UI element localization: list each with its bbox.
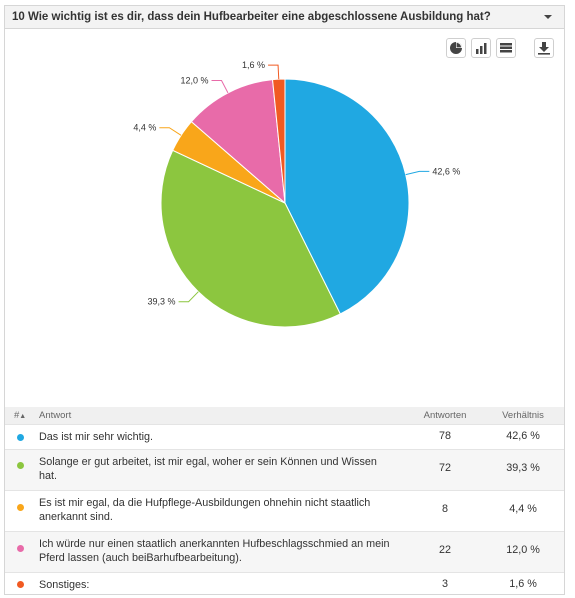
pie-slice[interactable] xyxy=(160,149,341,328)
answer-ratio: 1,6 % xyxy=(509,578,537,590)
pie-slice[interactable] xyxy=(271,78,286,204)
label-connector xyxy=(159,127,182,136)
answer-ratio: 39,3 % xyxy=(506,462,540,474)
legend-dot xyxy=(17,581,24,588)
answer-text: Es ist mir egal, da die Hufpflege-Ausbil… xyxy=(39,497,371,523)
table-icon[interactable] xyxy=(496,38,516,58)
slice-label: 39,3 % xyxy=(148,297,176,307)
table-row: Das ist mir sehr wichtig. 78 42,6 % xyxy=(5,424,564,449)
table-row: Ich würde nur einen staatlich anerkannte… xyxy=(5,531,564,572)
answer-count: 3 xyxy=(441,578,448,590)
header-num[interactable]: #▲ xyxy=(14,410,27,421)
slice-label: 1,6 % xyxy=(242,60,265,70)
pie-chart: 42,6 % 39,3 % 4,4 % 12,0 % 1,6 % xyxy=(133,60,460,328)
answer-text: Das ist mir sehr wichtig. xyxy=(39,431,153,443)
answer-ratio: 4,4 % xyxy=(509,503,537,515)
bar-chart-icon[interactable] xyxy=(471,38,491,58)
answer-count: 22 xyxy=(438,544,451,556)
pie-slice[interactable] xyxy=(284,78,410,315)
pie-chart-area: 42,6 % 39,3 % 4,4 % 12,0 % 1,6 % xyxy=(5,30,564,400)
legend-dot xyxy=(17,434,24,441)
header-ratio: Verhältnis xyxy=(502,410,544,421)
pie-slice[interactable] xyxy=(190,79,286,205)
answer-ratio: 42,6 % xyxy=(506,430,540,442)
label-connector xyxy=(211,79,229,94)
header-answer: Antwort xyxy=(39,410,72,421)
legend-dot xyxy=(17,504,24,511)
slice-label: 4,4 % xyxy=(133,123,156,133)
slice-label: 12,0 % xyxy=(180,75,208,85)
answer-count: 8 xyxy=(441,503,448,515)
answer-text: Sonstiges: xyxy=(39,579,90,591)
label-connector xyxy=(268,64,280,80)
chevron-down-icon[interactable] xyxy=(539,9,557,25)
question-panel: 10 Wie wichtig ist es dir, dass dein Huf… xyxy=(4,5,565,595)
slice-label: 42,6 % xyxy=(432,166,460,176)
table-row: Es ist mir egal, da die Hufpflege-Ausbil… xyxy=(5,490,564,531)
table-row: Sonstiges: 3 1,6 % xyxy=(5,572,564,594)
header-count: Antworten xyxy=(423,410,467,421)
pie-chart-icon[interactable] xyxy=(446,38,466,58)
label-connector xyxy=(405,170,430,176)
chart-toolbar xyxy=(446,38,556,60)
download-icon[interactable] xyxy=(534,38,554,58)
answer-text: Ich würde nur einen staatlich anerkannte… xyxy=(39,538,390,564)
answer-count: 78 xyxy=(438,430,451,442)
table-header: #▲ Antwort Antworten Verhältnis xyxy=(5,407,564,424)
label-connector xyxy=(178,291,199,303)
legend-dot xyxy=(17,462,24,469)
answer-ratio: 12,0 % xyxy=(506,544,540,556)
question-title: 10 Wie wichtig ist es dir, dass dein Huf… xyxy=(12,11,491,23)
table-row: Solange er gut arbeitet, ist mir egal, w… xyxy=(5,449,564,490)
answers-table: #▲ Antwort Antworten Verhältnis Das ist … xyxy=(5,407,564,594)
answer-count: 72 xyxy=(438,462,451,474)
legend-dot xyxy=(17,545,24,552)
question-header[interactable]: 10 Wie wichtig ist es dir, dass dein Huf… xyxy=(5,6,564,29)
answer-text: Solange er gut arbeitet, ist mir egal, w… xyxy=(39,456,377,482)
